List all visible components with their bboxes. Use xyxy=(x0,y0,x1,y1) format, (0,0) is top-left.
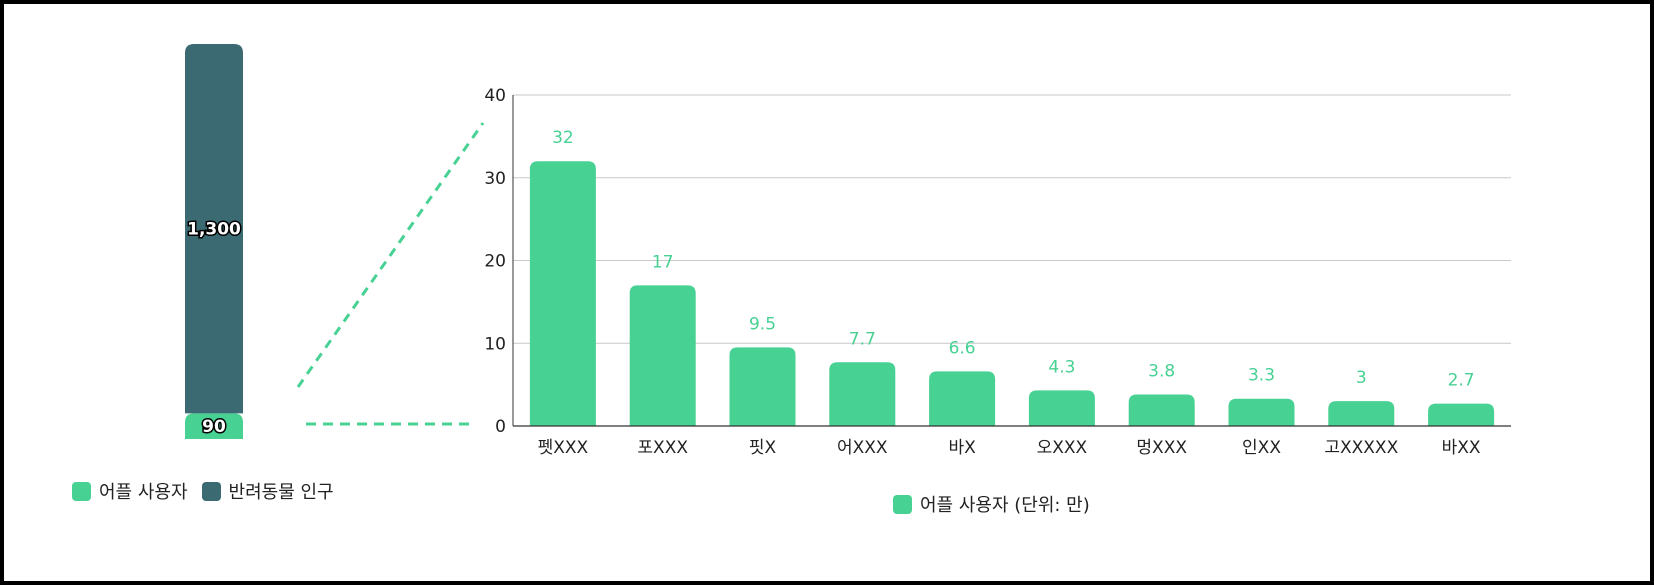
legend-swatch-app-users xyxy=(893,494,912,514)
x-tick-label: 멍XXX xyxy=(1136,438,1187,458)
legend-item-population: 반려동물 인구 xyxy=(201,478,334,504)
stacked-segment-users xyxy=(185,413,243,439)
bar-포XXX xyxy=(629,285,696,426)
bar-바X xyxy=(929,371,996,426)
bar-value-label: 4.3 xyxy=(1048,357,1075,377)
chart-svg: 90 1,300 0 10 20 30 40 32 펫XXX 17 포XXX 9.5 핏X 7.7 어XXX… xyxy=(185,44,1511,458)
bar-value-label: 2.7 xyxy=(1448,371,1475,391)
bar-펫XXX xyxy=(529,161,596,426)
x-tick-label: 오XXX xyxy=(1037,438,1088,458)
legend-item-users: 어플 사용자 xyxy=(72,478,188,504)
y-tick-label: 40 xyxy=(484,86,506,106)
bar-value-label: 3.3 xyxy=(1248,366,1275,386)
legend-label-population: 반려동물 인구 xyxy=(228,482,334,503)
connector-diagonal-line xyxy=(296,122,485,388)
x-tick-label: 어XXX xyxy=(837,438,888,458)
x-tick-label: 펫XXX xyxy=(538,438,589,458)
legend-swatch-users xyxy=(72,481,91,501)
stacked-segment-population xyxy=(185,44,243,414)
x-tick-label: 고XXXXX xyxy=(1324,438,1398,458)
bar-바XX xyxy=(1428,403,1495,426)
x-tick-label: 핏X xyxy=(749,438,777,458)
y-tick-label: 20 xyxy=(484,252,506,272)
bar-핏X xyxy=(729,347,796,426)
stacked-label-population: 1,300 xyxy=(187,220,241,240)
bar-value-label: 6.6 xyxy=(949,338,976,358)
x-tick-label: 바X xyxy=(948,438,976,458)
y-tick-label: 0 xyxy=(495,417,506,437)
bar-고XXXXX xyxy=(1328,401,1395,426)
y-tick-label: 10 xyxy=(484,334,506,354)
stacked-label-users: 90 xyxy=(202,417,226,437)
bar-value-label: 9.5 xyxy=(749,314,776,334)
bar-오XXX xyxy=(1028,390,1095,426)
bar-어XXX xyxy=(829,362,896,426)
bar-멍XXX xyxy=(1128,394,1195,426)
right-legend: 어플 사용자 (단위: 만) xyxy=(893,491,1090,517)
y-tick-label: 30 xyxy=(484,169,506,189)
bar-value-label: 7.7 xyxy=(849,329,876,349)
bar-value-label: 32 xyxy=(552,128,574,148)
x-tick-label: 포XXX xyxy=(637,438,688,458)
bar-value-label: 17 xyxy=(652,252,674,272)
legend-swatch-population xyxy=(201,481,221,501)
x-tick-label: 인XX xyxy=(1242,438,1281,458)
bar-인XX xyxy=(1228,398,1295,426)
legend-label-app-users: 어플 사용자 (단위: 만) xyxy=(920,495,1090,516)
bar-value-label: 3.8 xyxy=(1148,362,1175,382)
x-tick-label: 바XX xyxy=(1442,438,1481,458)
bar-value-label: 3 xyxy=(1356,368,1367,388)
left-legend: 어플 사용자 반려동물 인구 xyxy=(72,478,334,504)
legend-label-users: 어플 사용자 xyxy=(99,482,188,503)
